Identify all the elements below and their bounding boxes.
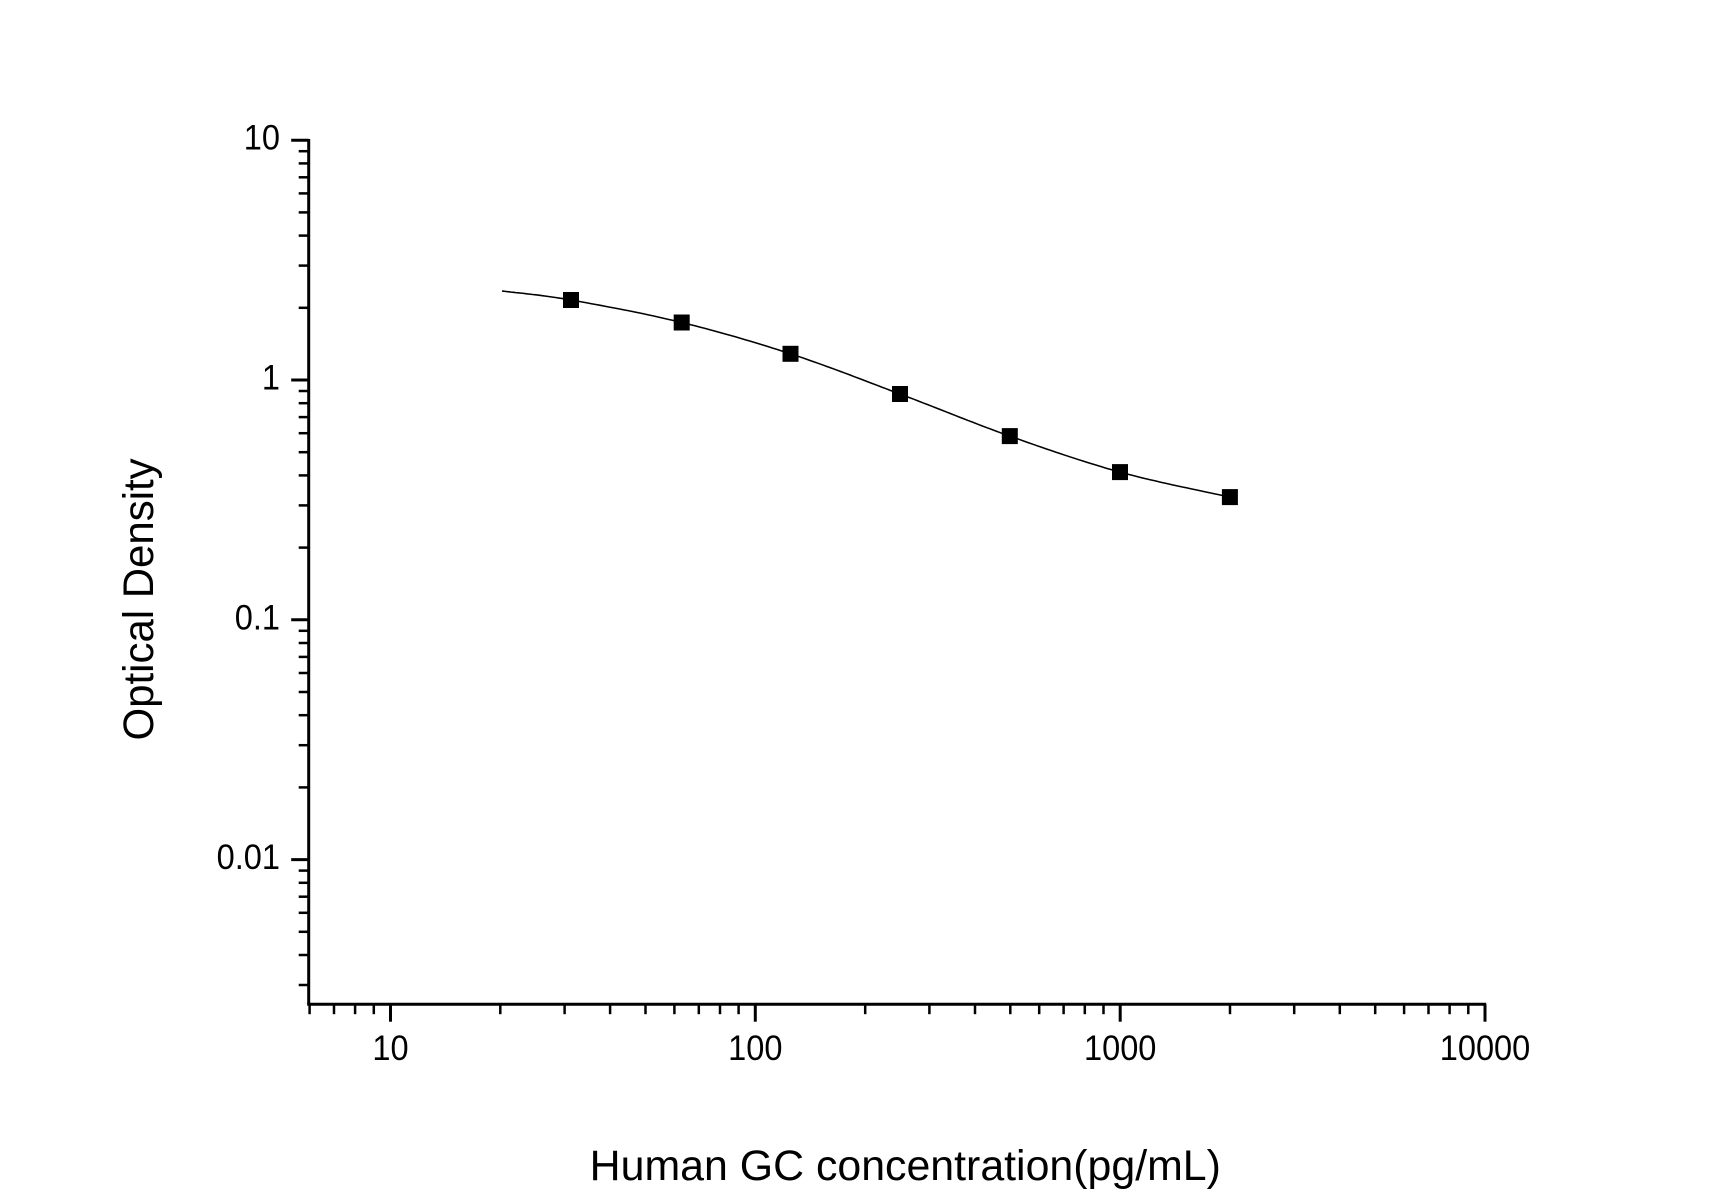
svg-text:10: 10: [244, 119, 280, 158]
svg-text:1: 1: [262, 358, 280, 397]
svg-text:0.1: 0.1: [235, 598, 280, 637]
svg-text:100: 100: [728, 1029, 782, 1068]
svg-text:Human GC concentration(pg/mL): Human GC concentration(pg/mL): [590, 1142, 1221, 1190]
svg-text:Optical Density: Optical Density: [115, 458, 163, 741]
svg-text:1000: 1000: [1084, 1029, 1156, 1068]
svg-text:10: 10: [372, 1029, 408, 1068]
svg-text:0.01: 0.01: [217, 838, 280, 877]
svg-text:10000: 10000: [1440, 1029, 1530, 1068]
